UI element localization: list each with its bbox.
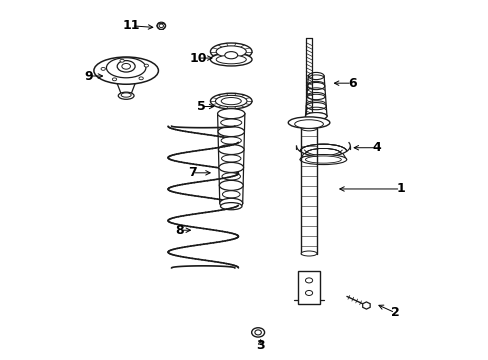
Ellipse shape — [218, 144, 244, 154]
Ellipse shape — [305, 113, 326, 120]
Ellipse shape — [306, 93, 325, 100]
Ellipse shape — [221, 137, 241, 144]
Ellipse shape — [216, 55, 246, 64]
Ellipse shape — [301, 126, 316, 131]
Ellipse shape — [218, 127, 244, 136]
Ellipse shape — [308, 72, 324, 80]
Ellipse shape — [112, 78, 117, 81]
Ellipse shape — [217, 109, 244, 119]
Ellipse shape — [287, 117, 329, 129]
Ellipse shape — [300, 154, 346, 165]
Ellipse shape — [219, 162, 243, 172]
Ellipse shape — [101, 67, 105, 70]
Ellipse shape — [301, 251, 316, 256]
Ellipse shape — [106, 58, 145, 78]
Text: 10: 10 — [189, 51, 206, 64]
Ellipse shape — [122, 63, 130, 69]
Ellipse shape — [307, 82, 324, 90]
Ellipse shape — [215, 95, 246, 107]
Ellipse shape — [94, 57, 158, 84]
Text: 8: 8 — [175, 224, 184, 237]
Text: 2: 2 — [390, 306, 399, 319]
Ellipse shape — [305, 103, 325, 110]
Ellipse shape — [216, 46, 246, 57]
Text: 11: 11 — [122, 19, 140, 32]
Text: 3: 3 — [256, 339, 264, 352]
Ellipse shape — [222, 191, 240, 198]
Ellipse shape — [210, 93, 251, 109]
Ellipse shape — [221, 155, 241, 162]
Ellipse shape — [157, 22, 165, 30]
Text: 9: 9 — [84, 69, 93, 82]
Text: 1: 1 — [395, 183, 404, 195]
Text: 6: 6 — [347, 77, 356, 90]
Ellipse shape — [220, 119, 241, 126]
Ellipse shape — [159, 24, 163, 28]
Ellipse shape — [221, 98, 241, 105]
Ellipse shape — [117, 60, 135, 72]
Ellipse shape — [219, 198, 242, 208]
Ellipse shape — [224, 51, 237, 59]
Ellipse shape — [251, 328, 264, 337]
Ellipse shape — [219, 180, 243, 190]
Ellipse shape — [222, 173, 240, 180]
Polygon shape — [362, 302, 369, 309]
Ellipse shape — [220, 203, 242, 210]
Ellipse shape — [121, 93, 131, 97]
FancyBboxPatch shape — [298, 271, 319, 304]
Ellipse shape — [139, 77, 143, 80]
Text: 5: 5 — [197, 100, 205, 113]
Ellipse shape — [254, 330, 261, 335]
Text: 4: 4 — [372, 141, 381, 154]
Ellipse shape — [305, 291, 312, 296]
Text: 7: 7 — [188, 166, 197, 179]
Ellipse shape — [118, 92, 134, 99]
Ellipse shape — [305, 278, 312, 283]
Ellipse shape — [210, 43, 251, 60]
Ellipse shape — [120, 59, 124, 62]
Ellipse shape — [305, 156, 341, 163]
Ellipse shape — [305, 113, 326, 120]
Ellipse shape — [144, 64, 148, 67]
Ellipse shape — [294, 120, 323, 129]
Ellipse shape — [210, 53, 251, 66]
